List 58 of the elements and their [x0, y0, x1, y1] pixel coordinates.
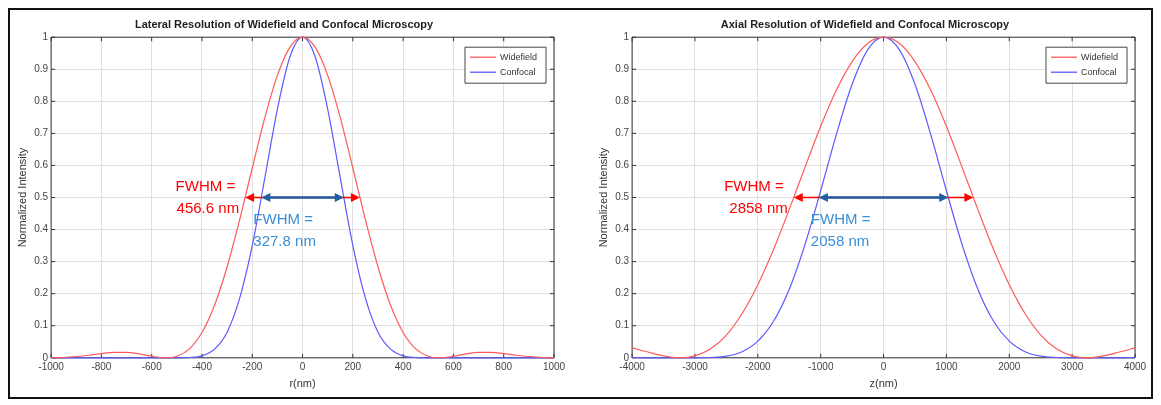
x-tick-label: 3000 [1061, 360, 1084, 372]
legend-label: Confocal [499, 66, 536, 77]
x-tick-label: 1000 [935, 360, 958, 372]
x-tick-label: 400 [394, 360, 412, 372]
legend-label: Confocal [1080, 66, 1117, 77]
x-tick-label: -600 [141, 360, 163, 372]
x-axis-title: r(nm) [289, 377, 316, 390]
y-tick-label: 0.3 [34, 255, 49, 267]
y-tick-label: 0.8 [615, 95, 630, 107]
chart-title: Lateral Resolution of Widefield and Confocal Microscopy [134, 17, 434, 30]
y-tick-label: 0.7 [34, 127, 49, 139]
y-tick-label: 0 [42, 351, 49, 363]
y-tick-label: 0.7 [615, 127, 630, 139]
y-tick-label: 0.2 [615, 287, 630, 299]
y-tick-label: 0 [623, 351, 630, 363]
x-tick-label: 1000 [542, 360, 566, 372]
chart-title: Axial Resolution of Widefield and Confocal Microscopy [720, 17, 1011, 30]
legend-label: Widefield [1080, 51, 1118, 62]
line-series [631, 36, 1136, 359]
y-tick-label: 0.4 [615, 223, 630, 235]
annotation: FWHM = 456.6 nm [175, 176, 240, 216]
y-tick-label: 0.1 [34, 319, 49, 331]
x-tick-label: -800 [91, 360, 112, 372]
x-tick-label: -2000 [745, 360, 772, 372]
x-tick-label: -1000 [38, 360, 65, 372]
x-tick-label: -400 [191, 360, 213, 372]
y-tick-label: 0.8 [34, 95, 49, 107]
x-tick-label: 600 [445, 360, 463, 372]
y-tick-label: 0.1 [615, 319, 630, 331]
y-tick-label: 1 [623, 30, 630, 42]
y-tick-label: 0.6 [34, 159, 49, 171]
x-tick-label: -200 [242, 360, 263, 372]
y-tick-label: 0.5 [615, 191, 630, 203]
line-series [50, 36, 555, 359]
annotation: FWHM = 327.8 nm [253, 209, 316, 249]
y-axis-title: Normalized Intensity [596, 147, 609, 248]
y-tick-label: 0.6 [615, 159, 630, 171]
x-tick-label: -1000 [807, 360, 834, 372]
annotation: FWHM = 2058 nm [810, 209, 871, 249]
x-axis-title: z(nm) [869, 377, 898, 390]
y-tick-label: 0.9 [615, 63, 630, 75]
y-tick-label: 1 [42, 30, 49, 42]
x-tick-label: 2000 [998, 360, 1021, 372]
x-tick-label: -3000 [682, 360, 709, 372]
x-tick-label: -4000 [619, 360, 646, 372]
y-tick-label: 0.2 [34, 287, 49, 299]
y-tick-label: 0.5 [34, 191, 49, 203]
annotation: FWHM = 2858 nm [724, 176, 788, 216]
x-tick-label: 200 [344, 360, 362, 372]
y-axis-title: Normalized Intensity [15, 147, 28, 248]
x-tick-label: 4000 [1123, 360, 1147, 372]
y-tick-label: 0.9 [34, 63, 49, 75]
x-tick-label: 800 [495, 360, 513, 372]
y-tick-label: 0.4 [34, 223, 49, 235]
legend-label: Widefield [499, 51, 537, 62]
x-tick-label: 0 [880, 360, 887, 372]
x-tick-label: 0 [299, 360, 306, 372]
y-tick-label: 0.3 [615, 255, 630, 267]
